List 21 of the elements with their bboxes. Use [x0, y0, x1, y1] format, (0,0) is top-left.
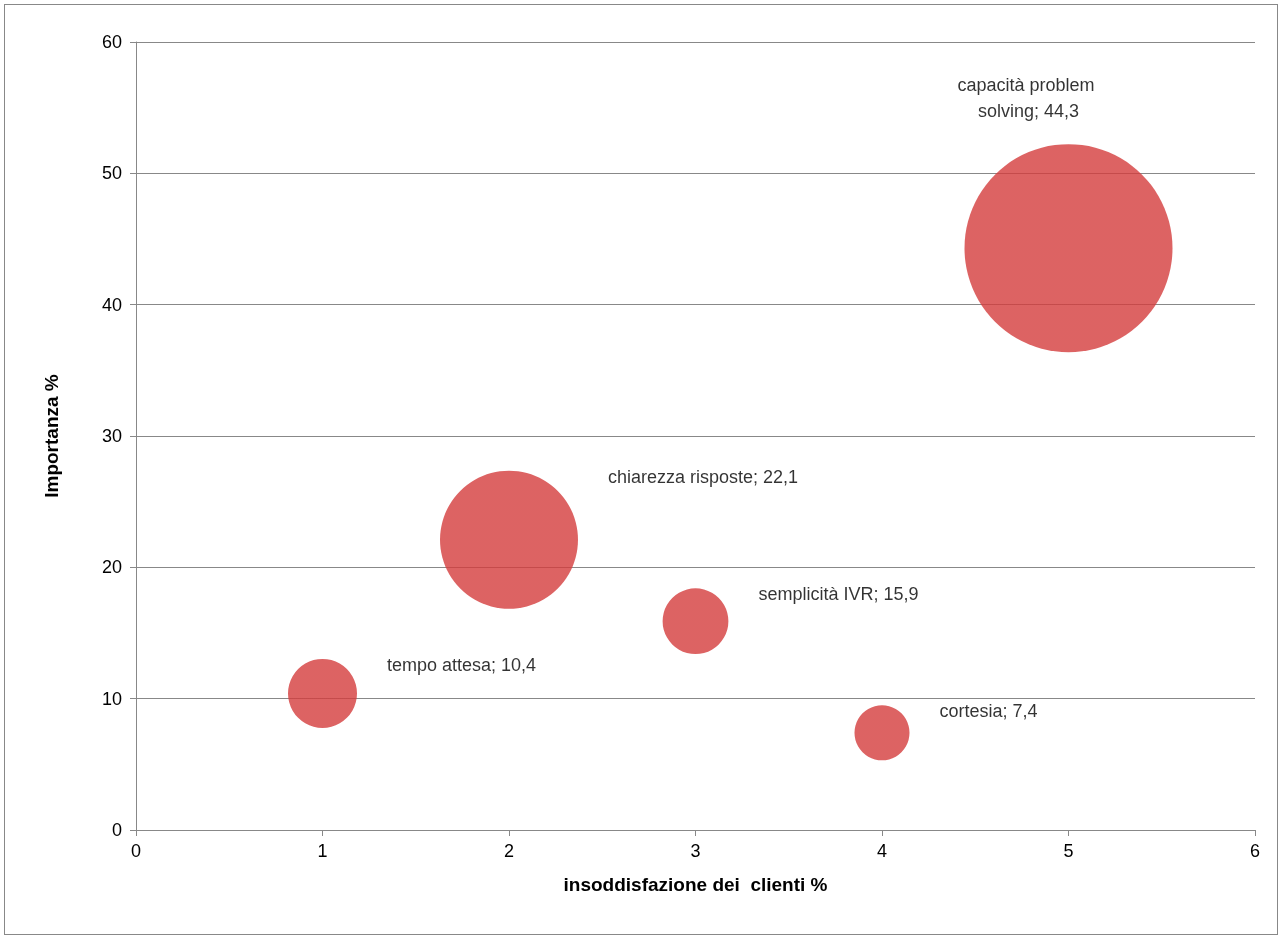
y-tick-label: 40 [101, 294, 122, 315]
data-label: capacità problem solving; 44,3 [957, 75, 1100, 122]
y-tick-label: 50 [101, 163, 122, 184]
x-tick-label: 0 [130, 841, 142, 861]
x-tick-label: 4 [876, 841, 888, 861]
y-tick-label: 20 [101, 557, 122, 578]
y-tick-label: 0 [111, 820, 122, 840]
y-tick-label: 30 [101, 426, 122, 446]
data-label: tempo attesa; 10,4 [386, 654, 537, 675]
x-tick-label: 2 [503, 841, 515, 861]
x-tick-label: 6 [1249, 841, 1261, 861]
x-tick-label: 1 [317, 841, 328, 861]
x-tick-label: 5 [1063, 841, 1074, 861]
data-label: chiarezza risposte; 22,1 [607, 466, 799, 487]
x-tick-label: 3 [690, 841, 701, 861]
data-label: cortesia; 7,4 [939, 701, 1038, 722]
y-axis-title: Importanza % [41, 374, 62, 498]
y-tick-label: 60 [101, 32, 122, 52]
x-axis-title: insoddisfazione dei clienti % [563, 874, 828, 895]
y-tick-label: 10 [101, 688, 122, 709]
data-label: semplicità IVR; 15,9 [758, 584, 919, 605]
